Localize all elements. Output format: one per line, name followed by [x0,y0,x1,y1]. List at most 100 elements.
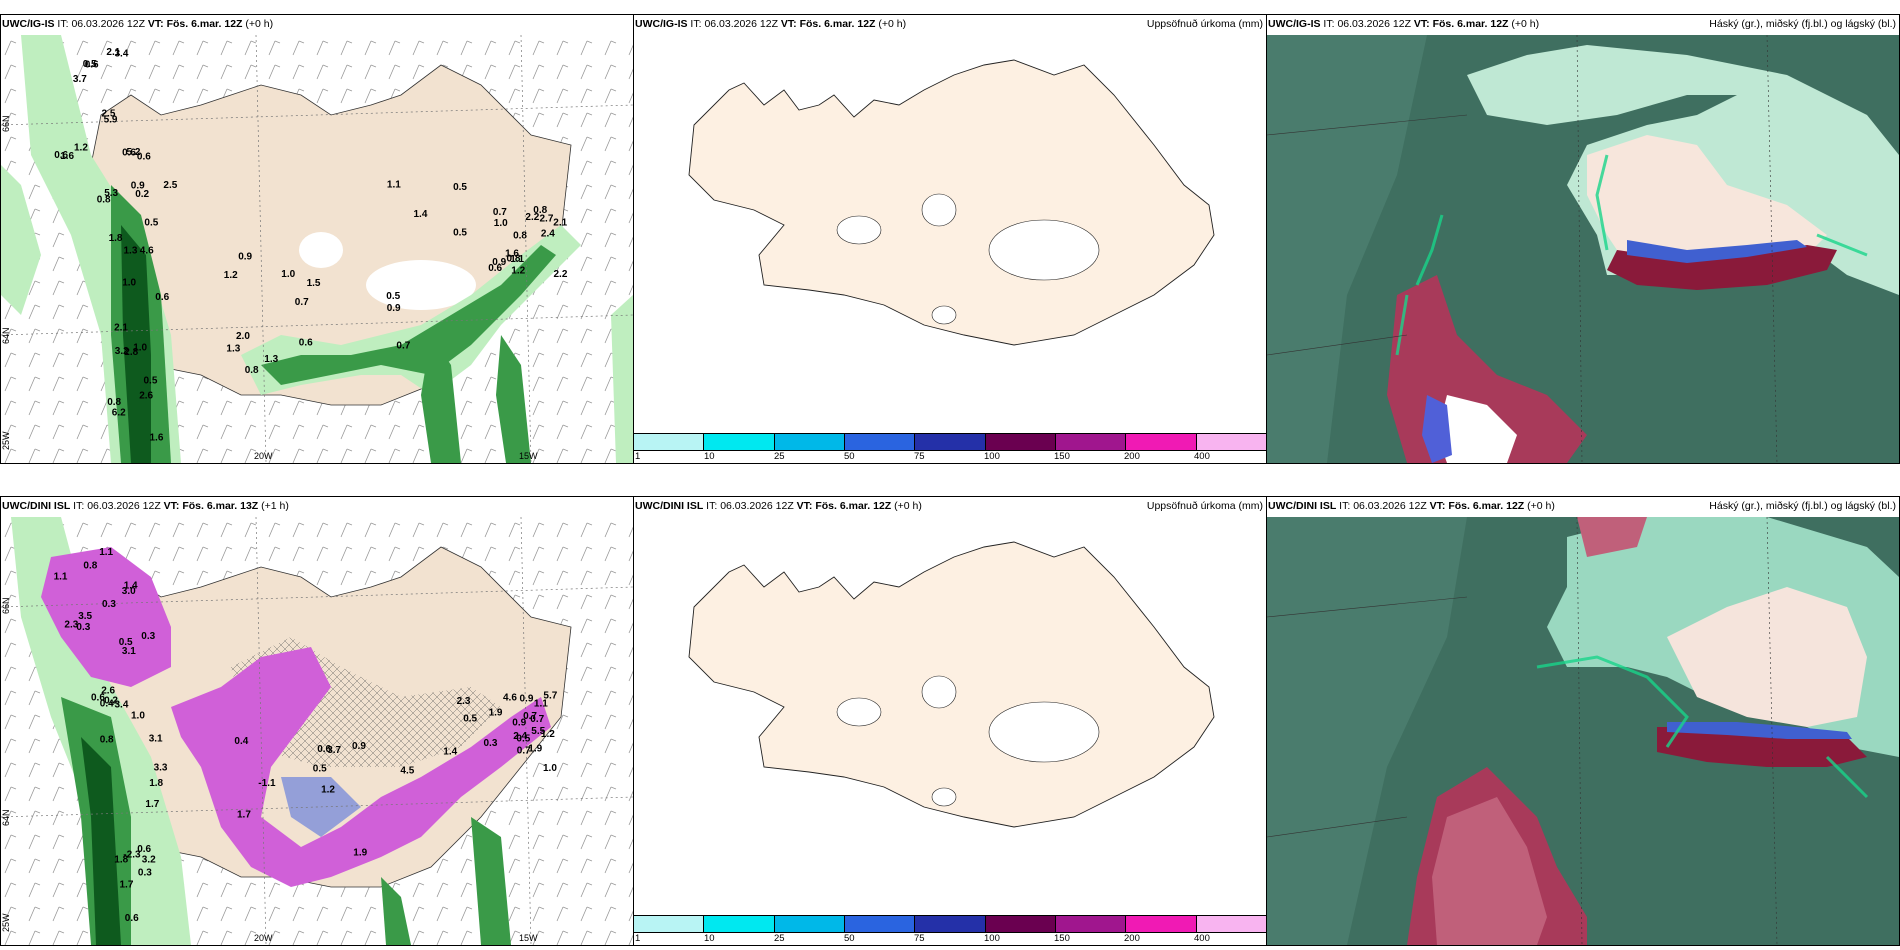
colorbar-swatch [915,434,986,450]
precip-value-label: 0.5 [119,637,133,648]
precip-band [421,335,461,463]
precip-value-label: 1.0 [543,763,557,774]
precip-wind-map: 0.5 0.2 0.3 0.4 1.0 1.9 2.3 3.4 1.7 0.6 4.6 1.9 3.5 3… [1,517,633,945]
colorbar-label: 10 [704,451,715,462]
precip-value-label: 5.3 [104,188,118,199]
glacier [366,260,476,310]
precip-value-label: 0.5 [453,182,467,193]
panel-title: Uppsöfnuð úrkoma (mm) [1146,18,1263,30]
precip-value-label: 2.5 [163,180,177,191]
precip-wind-svg: 0.50.20.30.41.01.92.33.41.70.64.61.93.53… [1,517,633,945]
precip-value-label: 0.8 [83,561,97,572]
it-label: IT: [1323,18,1335,30]
it-label: IT: [57,18,69,30]
precip-value-labels: 0.50.20.30.41.01.92.33.41.70.64.61.93.53… [54,547,558,924]
precip-value-label: 1.9 [528,744,542,755]
lon-label: 25W [1,431,11,450]
panel-header: UWC/DINI ISL IT: 06.03.2026 12Z VT: Fös.… [2,500,289,513]
vt-label: VT: [1429,500,1446,512]
colorbar-swatch [634,916,705,932]
precip-value-label: 0.9 [520,694,534,705]
convective-area [171,647,551,887]
cloud-band-blue [1667,722,1852,739]
precip-band [611,295,633,463]
glacier [931,787,957,807]
precip-value-label: 1.3 [264,354,278,365]
precip-value-label: 0.7 [517,746,531,757]
cloud-band-blue [1627,240,1807,263]
precip-value-label: 4.5 [400,766,414,777]
it-label: IT: [690,18,702,30]
precip-value-label: 6.2 [112,408,126,419]
cloud-band-red [1607,245,1837,290]
precip-value-label: 0.5 [83,59,97,70]
precip-value-label: 1.4 [443,746,457,757]
lead-time: (+1 h) [261,500,289,512]
lead-time: (+0 h) [1527,500,1555,512]
precip-value-label: 2.6 [139,391,153,402]
precip-colorbar: 1 10 25 50 75 100 150 200 400 [634,433,1266,463]
cloud-cover-map [1267,517,1899,945]
precip-value-label: 0.5 [386,291,400,302]
vt-value: Fös. 6.mar. 12Z [166,18,243,30]
colorbar-swatch [844,434,916,450]
vt-value: Fös. 6.mar. 12Z [815,500,892,512]
precip-value-label: 5.5 [531,726,545,737]
precip-value-label: 0.4 [234,736,248,747]
precip-value-label: 2.0 [236,331,250,342]
vt-value: Fös. 6.mar. 12Z [1448,500,1525,512]
precip-value-label: 2.3 [64,619,78,630]
precip-value-label: 0.3 [76,622,90,633]
model-name: UWC/IG-IS [2,18,55,30]
panel-header: UWC/IG-IS IT: 06.03.2026 12Z VT: Fös. 6.… [1268,18,1539,31]
precip-value-label: 0.5 [516,733,530,744]
model-name: UWC/DINI ISL [635,500,704,512]
precip-value-label: 2.1 [553,217,567,228]
precip-value-label: 1.9 [353,848,367,859]
lon-label: 15W [519,933,538,943]
precip-value-label: 1.2 [541,729,555,740]
precip-value-label: 0.5 [453,228,467,239]
precip-value-label: 0.5 [144,376,158,387]
precip-value-label: 0.3 [141,631,155,642]
colorbar-swatches [634,915,1266,933]
precip-value-label: 1.6 [150,432,164,443]
precip-value-label: 1.4 [414,209,428,220]
precip-band [121,225,151,463]
precip-value-label: 2.5 [102,109,116,120]
precip-value-label: 0.9 [131,181,145,192]
vt-value: Fös. 6.mar. 12Z [1432,18,1509,30]
it-label: IT: [706,500,718,512]
cloud-band-white [1587,135,1827,265]
lat-label: 66N [1,597,11,614]
precip-value-label: 0.3 [138,867,152,878]
precip-value-label: 4.6 [140,245,154,256]
precip-value-label: 0.8 [107,397,121,408]
cloud-cover-map [1267,35,1899,463]
lon-label: 25W [1,913,11,932]
colorbar-label: 50 [844,933,855,944]
precip-value-labels: 0.60.80.6 0.70.70.60.50.90.81.00.50.90.60… [54,47,568,443]
colorbar-swatch [1196,434,1266,450]
precip-value-label: 0.9 [387,303,401,314]
it-value: 06.03.2026 12Z [87,500,161,512]
precip-value-label: 0.8 [513,231,527,242]
precip-value-label: 0.5 [144,218,158,229]
precip-value-label: 1.6 [60,151,74,162]
glacier [921,675,957,709]
lon-label: 15W [519,451,538,461]
model-name: UWC/DINI ISL [1268,500,1337,512]
precip-value-label: 3.5 [78,611,92,622]
precip-wind-svg: 0.60.80.6 0.70.70.60.50.90.81.00.50.90.60… [1,35,633,463]
precip-value-label: 1.7 [145,799,159,810]
precip-value-label: 4.6 [503,693,517,704]
precip-value-label: 1.1 [510,254,524,265]
panel-r2-middle: UWC/DINI ISL IT: 06.03.2026 12Z VT: Fös.… [633,496,1267,946]
panel-title: Háský (gr.), miðský (fj.bl.) og lágský (… [1709,500,1896,512]
colorbar-label: 100 [984,933,1000,944]
precip-value-label: 5.2 [127,147,141,158]
colorbar-label: 1 [635,933,641,944]
precip-value-label: 5.7 [543,691,557,702]
precip-value-label: 0.6 [125,913,139,924]
precip-value-label: 3.3 [154,763,168,774]
